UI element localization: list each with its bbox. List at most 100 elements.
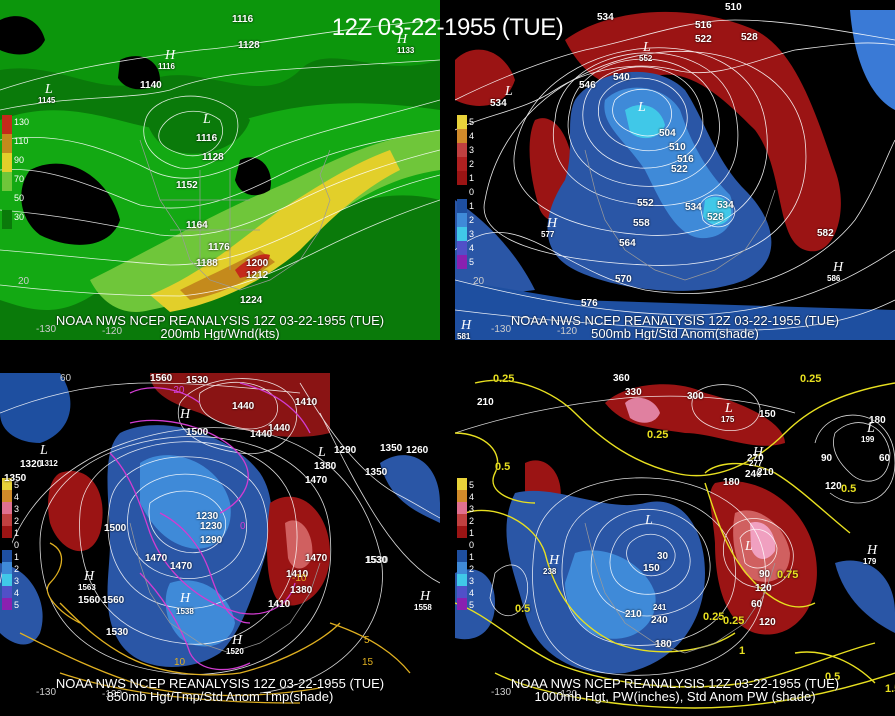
legend-label: 1 xyxy=(469,201,475,211)
contour-label: 1530 xyxy=(186,375,209,386)
contour-label: 1320 xyxy=(20,459,43,470)
contour-label: 1188 xyxy=(196,258,218,269)
contour-label: 1224 xyxy=(240,295,263,306)
low-center: L xyxy=(867,421,875,436)
isotherm-label: 0 xyxy=(240,521,246,532)
high-center: H xyxy=(180,591,191,606)
center-value: 179 xyxy=(863,557,877,566)
legend-label: 4 xyxy=(14,492,20,502)
contour-label: 270 xyxy=(747,453,764,464)
contour-label: 1212 xyxy=(246,270,269,281)
legend-1000mb: 5 4 3 2 1 0 1 2 3 4 5 xyxy=(457,478,474,610)
contour-label: 1440 xyxy=(232,401,255,412)
caption-bottom: 200mb Hgt/Wnd(kts) xyxy=(160,326,280,340)
contour-label: 558 xyxy=(633,218,650,229)
low-center: L xyxy=(45,82,53,97)
center-value: 1116 xyxy=(158,62,175,71)
legend-label: 1 xyxy=(14,528,20,538)
caption-bottom: 1000mb Hgt, PW(inches), Std Anom PW (sha… xyxy=(534,689,816,704)
contour-label: 516 xyxy=(677,154,694,165)
legend-label: 3 xyxy=(14,504,20,514)
contour-label: 120 xyxy=(755,583,772,594)
low-center: L xyxy=(643,40,651,55)
longitude-label: -120 xyxy=(557,689,578,700)
contour-label: 1530 xyxy=(366,555,389,566)
pw-label: 0.25 xyxy=(647,429,669,441)
legend-850mb: 5 4 3 2 1 0 1 2 3 4 5 xyxy=(2,478,19,610)
center-value: 577 xyxy=(541,230,555,239)
contour-label: 1164 xyxy=(186,220,208,231)
center-value: 1563 xyxy=(78,583,96,592)
contour-label: 1128 xyxy=(238,40,260,51)
pw-label: 0.25 xyxy=(703,611,725,623)
contour-label: 180 xyxy=(869,415,886,426)
latitude-label: 20 xyxy=(18,276,30,287)
contour-label: 150 xyxy=(759,409,776,420)
center-value: 581 xyxy=(457,332,471,340)
high-center: H xyxy=(420,589,431,604)
contour-label: 1290 xyxy=(334,445,357,456)
legend-label: 4 xyxy=(469,131,475,141)
caption-bottom: 850mb Hgt/Tmp/Std Anom Tmp(shade) xyxy=(106,689,334,704)
legend-200mb: 130 110 90 70 50 30 xyxy=(2,115,29,229)
low-center: L xyxy=(745,539,753,554)
caption-top: NOAA NWS NCEP REANALYSIS 12Z 03-22-1955 … xyxy=(510,676,840,691)
longitude-label: -120 xyxy=(102,689,123,700)
contour-label: 522 xyxy=(671,164,688,175)
contour-label: 210 xyxy=(757,467,774,478)
contour-label: 516 xyxy=(695,20,712,31)
contour-label: 1470 xyxy=(170,561,193,572)
map-title: 12Z 03-22-1955 (TUE) xyxy=(331,14,564,41)
pw-label: 0.25 xyxy=(493,373,515,385)
contour-label: 330 xyxy=(625,387,642,398)
map-1000mb-canvas xyxy=(455,373,895,713)
legend-label: 1 xyxy=(469,173,475,183)
contour-label: 534 xyxy=(597,12,614,23)
contour-label: 1260 xyxy=(406,445,429,456)
legend-label: 110 xyxy=(14,136,29,146)
low-center: L xyxy=(203,112,211,127)
contour-label: 1152 xyxy=(176,180,198,191)
high-center: H xyxy=(397,32,408,47)
legend-label: 2 xyxy=(469,564,475,574)
contour-label: 1350 xyxy=(380,443,403,454)
legend-label: 3 xyxy=(469,504,475,514)
legend-label: 3 xyxy=(469,576,475,586)
center-value: 1312 xyxy=(40,459,58,468)
legend-label: 30 xyxy=(14,212,25,222)
panel-200mb: 130 110 90 70 50 30 1116 1128 1140 1116 … xyxy=(0,0,440,340)
pw-label: 0.5 xyxy=(841,483,857,495)
contour-label: 1560 xyxy=(78,595,101,606)
contour-label: 1290 xyxy=(200,535,223,546)
legend-label: 4 xyxy=(469,492,475,502)
center-value: 1133 xyxy=(397,46,415,55)
legend-label: 4 xyxy=(14,588,20,598)
contour-label: 1176 xyxy=(208,242,230,253)
panel-500mb: 5 4 3 2 1 0 1 2 3 4 5 534 510 516 522 52… xyxy=(455,0,895,340)
contour-label: 1470 xyxy=(145,553,168,564)
contour-label: 1410 xyxy=(295,397,318,408)
legend-label: 2 xyxy=(469,516,475,526)
panel-1000mb: 5 4 3 2 1 0 1 2 3 4 5 0.25 210 0.5 360 3… xyxy=(455,373,895,713)
contour-label: 534 xyxy=(490,98,507,109)
legend-label: 5 xyxy=(469,117,475,127)
pw-label: 0.5 xyxy=(515,603,531,615)
contour-label: 30 xyxy=(657,551,669,562)
longitude-label: -130 xyxy=(491,324,512,335)
longitude-label: -130 xyxy=(36,687,57,698)
legend-label: 130 xyxy=(14,117,30,127)
legend-label: 3 xyxy=(469,229,475,239)
low-center: L xyxy=(725,401,733,416)
pw-label: 1.5 xyxy=(885,683,895,695)
high-center: H xyxy=(165,48,176,63)
legend-label: 5 xyxy=(469,480,475,490)
legend-label: 70 xyxy=(14,174,25,184)
contour-label: 1410 xyxy=(286,569,309,580)
contour-label: 582 xyxy=(817,228,834,239)
center-value: 1520 xyxy=(226,647,244,656)
map-200mb-canvas xyxy=(0,0,440,340)
contour-label: 90 xyxy=(821,453,833,464)
contour-label: 180 xyxy=(723,477,740,488)
high-center: H xyxy=(833,260,844,275)
contour-label: 1560 xyxy=(150,373,173,384)
